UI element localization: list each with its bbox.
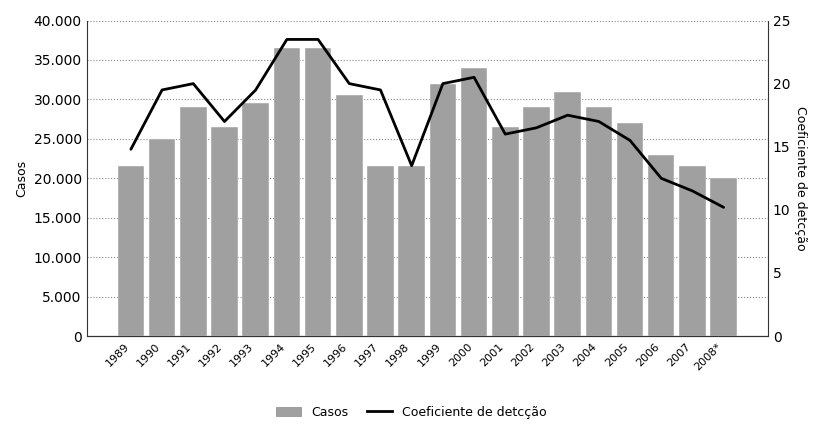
Bar xyxy=(679,166,706,336)
Bar xyxy=(616,123,644,336)
Bar xyxy=(367,166,394,336)
Bar xyxy=(492,127,519,336)
Y-axis label: Coeficiente de detcção: Coeficiente de detcção xyxy=(794,106,807,251)
Bar xyxy=(648,155,675,336)
Bar xyxy=(710,178,737,336)
Bar xyxy=(523,108,550,336)
Bar xyxy=(242,103,269,336)
Bar xyxy=(554,92,581,336)
Bar xyxy=(274,48,300,336)
Bar xyxy=(336,95,363,336)
Bar xyxy=(430,83,456,336)
Bar xyxy=(461,68,487,336)
Legend: Casos, Coeficiente de detcção: Casos, Coeficiente de detcção xyxy=(270,401,552,424)
Bar xyxy=(305,48,331,336)
Bar xyxy=(118,166,144,336)
Y-axis label: Casos: Casos xyxy=(15,160,28,197)
Bar xyxy=(211,127,238,336)
Bar xyxy=(149,139,175,336)
Bar xyxy=(399,166,425,336)
Bar xyxy=(180,108,206,336)
Bar xyxy=(585,108,612,336)
